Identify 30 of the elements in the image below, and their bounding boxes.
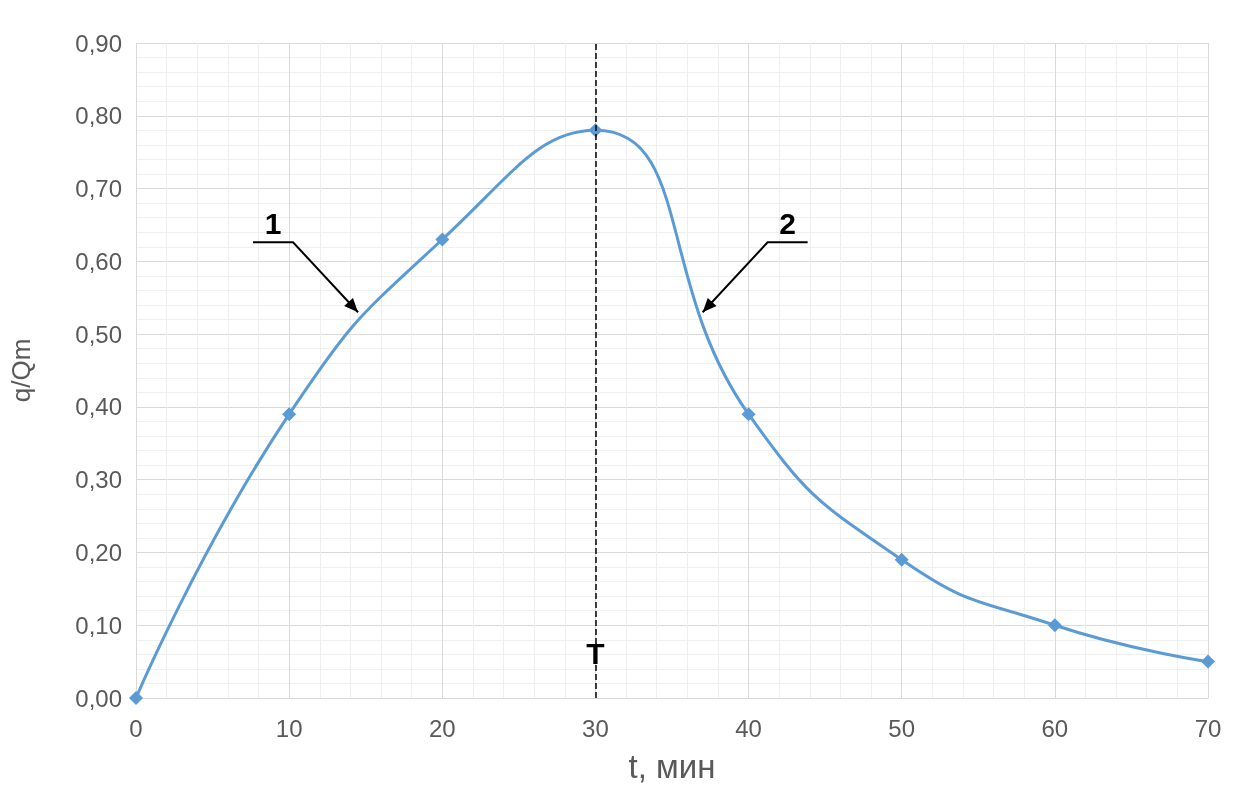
point [435, 232, 450, 247]
x-tick-label: 40 [735, 714, 762, 742]
x-tick-label: 10 [275, 714, 303, 742]
point [894, 552, 909, 567]
y-tick-label: 0,60 [75, 247, 122, 275]
y-tick-label: 0,30 [75, 466, 122, 494]
x-tick-label: 50 [888, 714, 916, 742]
x-tick-label: 30 [582, 714, 609, 742]
y-tick-label: 0,80 [75, 102, 122, 130]
y-tick-label: 0,70 [75, 175, 122, 203]
annotation: 1 [264, 207, 282, 241]
point [1047, 618, 1062, 633]
y-tick-label: 0,40 [75, 393, 122, 421]
x-axis-title: t, мин [628, 748, 716, 785]
x-tick-label: 20 [428, 714, 456, 742]
point [741, 407, 756, 422]
ref-line-label: T [586, 636, 605, 670]
point [1201, 654, 1215, 669]
x-tick-label: 60 [1041, 714, 1069, 742]
annotation: 2 [779, 207, 796, 241]
x-tick-label: 0 [129, 714, 143, 742]
x-tick-label: 70 [1194, 714, 1222, 742]
y-axis-title: q/Qm [6, 338, 36, 403]
y-tick-label: 0,20 [75, 538, 122, 566]
point [282, 407, 297, 422]
y-tick-label: 0,00 [75, 684, 122, 712]
point [129, 691, 143, 705]
y-tick-label: 0,50 [75, 320, 122, 348]
y-tick-label: 0,10 [75, 611, 122, 639]
y-tick-label: 0,90 [75, 29, 122, 57]
